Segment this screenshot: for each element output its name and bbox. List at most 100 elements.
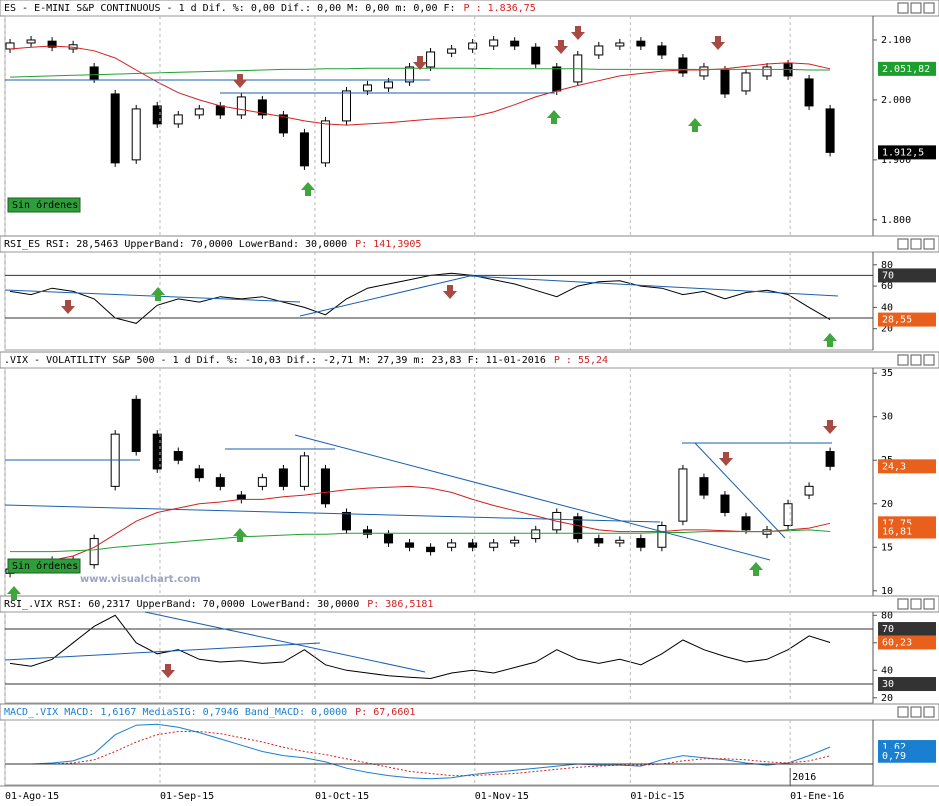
candle-body xyxy=(194,108,204,116)
x-tick-label: 01-Ene-16 xyxy=(790,791,844,802)
window-button xyxy=(923,706,935,718)
candle-body xyxy=(615,42,625,47)
y-tick-label: 1.800 xyxy=(881,215,911,226)
value-box xyxy=(878,268,936,283)
window-button xyxy=(923,598,935,610)
panel xyxy=(5,395,835,578)
panel-title: RSI_ES RSI: 28,5463 UpperBand: 70,0000 L… xyxy=(4,239,347,250)
panel-title: RSI_.VIX RSI: 60,2317 UpperBand: 70,0000… xyxy=(4,599,359,610)
candle-body xyxy=(299,132,309,167)
value-box-label: 24,3 xyxy=(882,461,906,472)
x-tick-label: 01-Sep-15 xyxy=(160,791,214,802)
candle-body xyxy=(194,468,204,479)
candle-body xyxy=(299,455,309,487)
panel-title: ES - E-MINI S&P CONTINUOUS - 1 d Dif. %:… xyxy=(4,3,456,14)
candle-body xyxy=(741,516,751,531)
indicator-line xyxy=(9,485,831,566)
candle-body xyxy=(636,40,646,47)
value-box-label: 60,23 xyxy=(882,637,912,648)
candle-body xyxy=(236,494,246,500)
value-box-label: 2.051,82 xyxy=(882,64,930,75)
value-box xyxy=(878,677,936,692)
indicator-line xyxy=(10,731,831,777)
window-button xyxy=(910,238,922,250)
candle-body xyxy=(152,105,162,125)
window-button xyxy=(910,354,922,366)
value-box xyxy=(878,622,936,637)
y-tick-label: 80 xyxy=(881,260,893,271)
value-box xyxy=(878,312,936,327)
candle-body xyxy=(278,114,288,134)
candle-body xyxy=(531,529,541,540)
candle-body xyxy=(489,542,499,548)
candle-body xyxy=(320,120,330,164)
indicator-line xyxy=(9,614,831,680)
x-tick-label: 01-Ago-15 xyxy=(5,791,59,802)
candle-body xyxy=(636,538,646,548)
window-button xyxy=(897,2,909,14)
candle-body xyxy=(510,40,520,47)
candle-body xyxy=(783,503,793,527)
candle-body xyxy=(110,93,120,164)
orders-badge xyxy=(7,558,81,574)
candle-body xyxy=(363,529,373,535)
candle-body xyxy=(720,69,730,95)
panel-price: P: 386,5181 xyxy=(367,599,433,610)
candle-body xyxy=(257,477,267,487)
window-button xyxy=(910,598,922,610)
y-tick-label: 2.000 xyxy=(881,95,911,106)
panel-price: P : 1.836,75 xyxy=(464,3,536,14)
candle-body xyxy=(825,451,835,467)
candle-body xyxy=(531,46,541,65)
candle-body xyxy=(573,516,583,540)
y-tick-label: 20 xyxy=(881,499,893,510)
value-box xyxy=(878,635,936,650)
candle-body xyxy=(215,105,225,116)
candle-body xyxy=(552,66,562,92)
panel-price: P: 67,6601 xyxy=(355,707,415,718)
panel xyxy=(9,272,831,324)
panel xyxy=(10,723,831,780)
orders-badge xyxy=(7,197,81,213)
value-box-label: 70 xyxy=(882,270,894,281)
value-box-label: 30 xyxy=(882,679,894,690)
candle-body xyxy=(825,108,835,153)
x-tick-label: 01-Nov-15 xyxy=(475,791,529,802)
orders-badge-label: Sin órdenes xyxy=(12,560,78,572)
indicator-line xyxy=(10,529,831,553)
x-tick-label: 01-Dic-15 xyxy=(630,791,684,802)
candle-body xyxy=(699,477,709,496)
candle-body xyxy=(804,78,814,107)
candle-body xyxy=(278,468,288,487)
candle-body xyxy=(89,538,99,566)
candle-body xyxy=(341,90,351,122)
window-button xyxy=(897,354,909,366)
candle-body xyxy=(447,542,457,548)
candle-body xyxy=(131,398,141,453)
candle-body xyxy=(720,494,730,513)
value-box-label: 70 xyxy=(882,624,894,635)
window-button xyxy=(897,238,909,250)
candle-body xyxy=(594,538,604,544)
y-tick-label: 2.100 xyxy=(881,35,911,46)
value-box-label: 1.912,5 xyxy=(882,147,924,158)
trend-line xyxy=(294,434,771,561)
value-box xyxy=(878,524,936,539)
indicator-line xyxy=(9,45,831,126)
value-box xyxy=(878,61,936,76)
window-button xyxy=(910,706,922,718)
candle-body xyxy=(320,468,330,505)
candle-body xyxy=(699,66,709,77)
candle-body xyxy=(426,546,436,553)
y-tick-label: 40 xyxy=(881,302,893,313)
trend-line xyxy=(694,442,786,539)
window-button xyxy=(923,354,935,366)
candle-body xyxy=(26,39,36,44)
trend-line xyxy=(469,275,839,297)
candle-body xyxy=(173,114,183,125)
candle-body xyxy=(341,511,351,531)
candle-body xyxy=(762,66,772,77)
candle-body xyxy=(384,81,394,89)
panel xyxy=(9,614,831,680)
